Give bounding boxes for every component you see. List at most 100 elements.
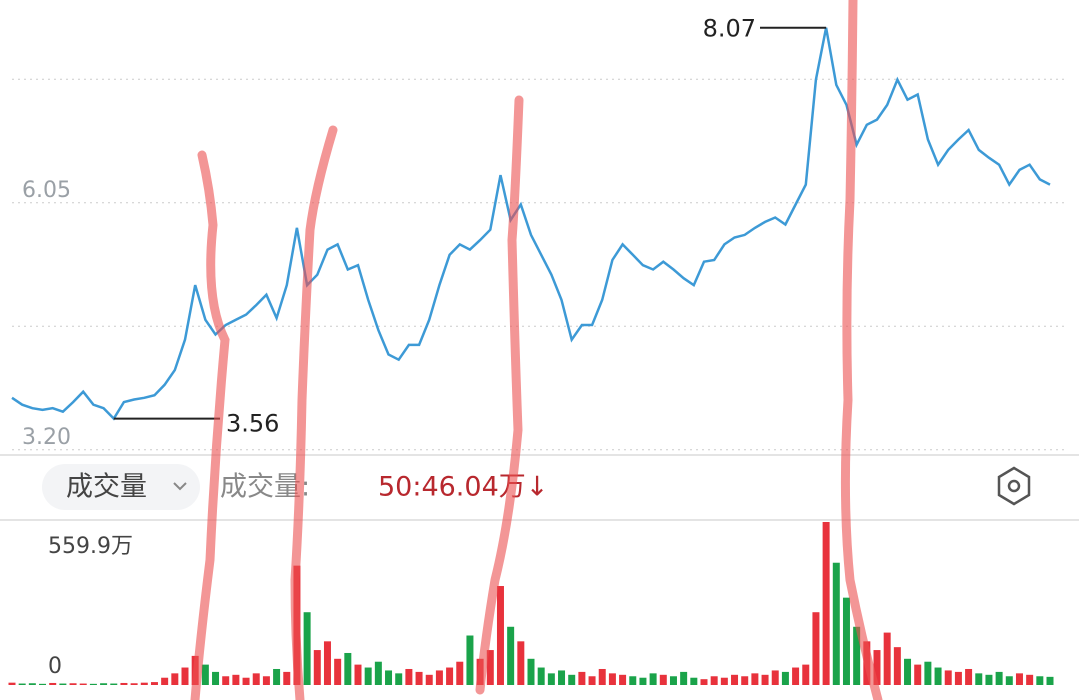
volume-bar	[558, 670, 566, 685]
volume-bar	[385, 670, 393, 685]
high-label: 8.07	[703, 15, 756, 43]
settings-icon	[997, 466, 1031, 506]
low-label: 3.56	[226, 410, 279, 438]
volume-bar	[395, 673, 403, 685]
volume-bar	[771, 670, 779, 685]
volume-bar	[761, 674, 769, 685]
volume-bar	[181, 667, 189, 685]
volume-bar	[303, 612, 311, 685]
volume-bar	[415, 671, 423, 685]
volume-bar	[150, 682, 158, 685]
volume-bar	[496, 586, 504, 685]
volume-bar	[49, 682, 57, 685]
volume-bar	[252, 673, 260, 685]
volume-bar	[69, 683, 77, 685]
hand-line	[840, 0, 883, 700]
volume-bar	[1046, 676, 1054, 685]
volume-bar	[466, 635, 474, 685]
volume-bar	[405, 668, 413, 685]
price-line	[11, 27, 1051, 421]
volume-bar	[588, 676, 596, 685]
volume-bar	[354, 664, 362, 685]
volume-bar	[710, 676, 718, 685]
volume-bar	[832, 562, 840, 685]
volume-bar	[18, 683, 26, 685]
volume-bar	[608, 673, 616, 685]
volume-bar	[374, 661, 382, 685]
volume-bar	[690, 677, 698, 685]
volume-bar	[39, 683, 47, 685]
volume-bar	[171, 673, 179, 685]
volume-bar	[140, 682, 148, 685]
volume-bar	[812, 612, 820, 685]
volume-bar	[792, 667, 800, 685]
indicator-dropdown[interactable]	[42, 464, 200, 510]
volume-bar	[1015, 673, 1023, 685]
volume-bar	[527, 658, 535, 685]
volume-bar	[212, 671, 220, 685]
volume-bar	[598, 668, 606, 685]
volume-bar	[507, 626, 515, 685]
ma-label: 50:46.04万↓	[378, 472, 548, 503]
volume-bar	[629, 676, 637, 685]
volume-bar	[720, 677, 728, 685]
volume-bar	[222, 676, 230, 685]
hand-line	[290, 125, 338, 700]
volume-bar	[853, 626, 861, 685]
volume-bar	[130, 683, 138, 685]
volume-bar	[89, 683, 97, 685]
volume-bar	[28, 683, 36, 685]
settings-icon-dot	[1007, 479, 1021, 493]
volume-bar	[924, 661, 932, 685]
volume-bar	[446, 667, 454, 685]
volume-bar	[842, 597, 850, 685]
volume-bar	[975, 673, 983, 685]
volume-bar	[944, 670, 952, 685]
volume-bar	[893, 647, 901, 685]
volume-bar	[456, 661, 464, 685]
volume-bar	[659, 674, 667, 685]
volume-bar	[8, 682, 16, 685]
volume-bar	[313, 650, 321, 685]
volume-bar	[120, 682, 128, 685]
volume-bar	[873, 650, 881, 685]
volume-bar	[283, 671, 291, 685]
volume-bar	[883, 632, 891, 685]
volume-bar	[79, 683, 87, 685]
volume-bar	[517, 641, 525, 685]
volume-bar	[323, 641, 331, 685]
volume-bar	[700, 679, 708, 685]
volume-bar	[741, 676, 749, 685]
chevron	[173, 482, 187, 491]
hand-line	[190, 150, 230, 700]
volume-bar	[934, 667, 942, 685]
volume-bar	[486, 650, 494, 685]
volume-bar	[344, 652, 352, 685]
volume-bar	[822, 522, 830, 685]
volume-bar	[537, 667, 545, 685]
plot: 3.20 6.05 8.07 3.56 0 559.9万	[8, 15, 1065, 685]
volume-bar	[100, 683, 108, 685]
volume-bar	[201, 664, 209, 685]
dropdown-label: 成交量	[66, 472, 147, 503]
volume-bar	[1036, 676, 1044, 685]
volume-bar	[273, 668, 281, 685]
volume-bar	[578, 671, 586, 685]
volume-bar	[334, 658, 342, 685]
settings-button[interactable]	[997, 466, 1031, 506]
volume-bar	[619, 674, 627, 685]
hand-drawn-marks	[190, 0, 883, 700]
volume-bar	[995, 671, 1003, 685]
volume-bar	[161, 677, 169, 685]
volume-bar	[547, 673, 555, 685]
volume-bar	[680, 671, 688, 685]
volume-bar	[954, 671, 962, 685]
volume-bar	[435, 670, 443, 685]
volume-bar	[639, 677, 647, 685]
volume-bar	[781, 671, 789, 685]
volume-bar	[965, 668, 973, 685]
volume-bar	[110, 683, 118, 685]
volume-bar	[1005, 676, 1013, 685]
volume-bar	[731, 674, 739, 685]
